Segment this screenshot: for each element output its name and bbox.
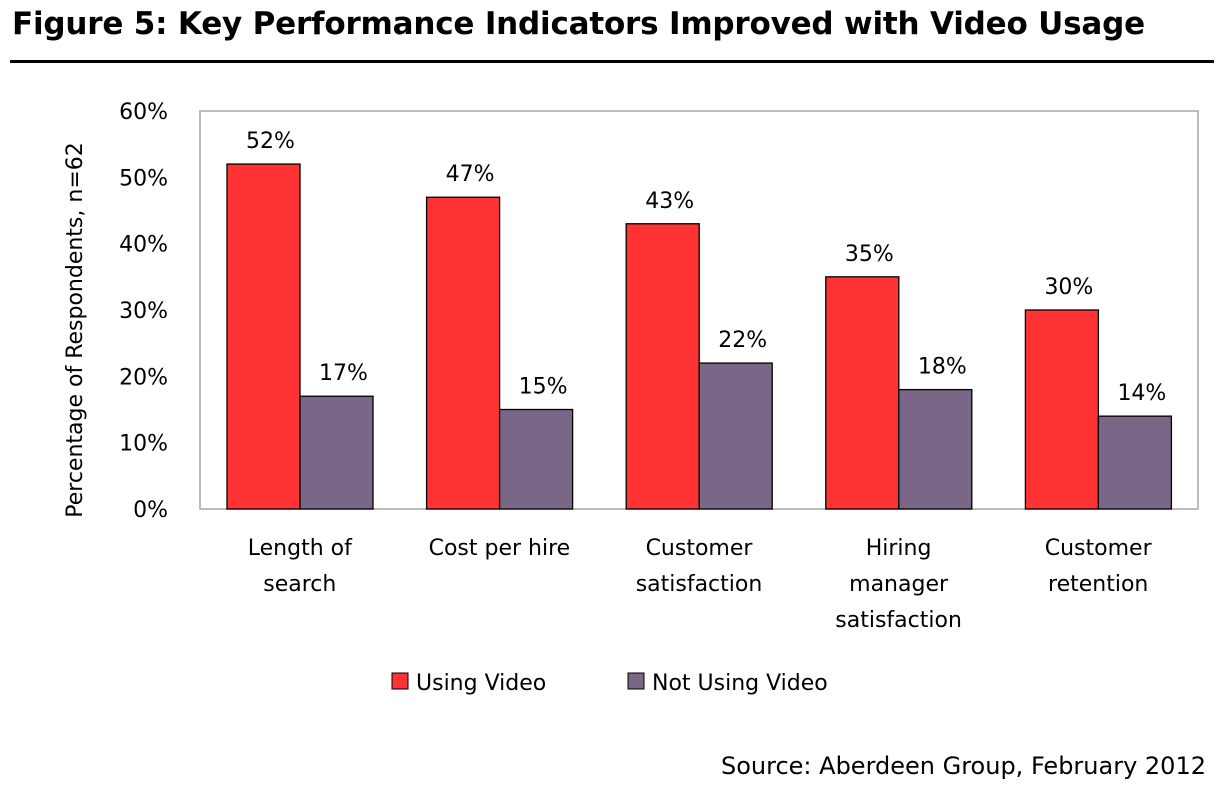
bar-not-using-video [698,362,773,510]
category-label: Hiring [866,536,932,561]
y-tick-label: 60% [119,100,168,125]
bar-not-using-video [299,395,374,510]
bar-marks [226,163,1173,510]
category-label: satisfaction [835,608,962,633]
legend: Using Video Not Using Video [391,671,828,696]
y-tick-label: 40% [119,233,168,258]
legend-label: Using Video [416,671,546,696]
y-tick-label: 30% [119,299,168,324]
bar-value-label: 35% [845,242,894,267]
y-axis-ticks: 0% 10% 20% 30% 40% 50% 60% [119,100,168,523]
bar-not-using-video [498,408,574,510]
bar-value-label: 52% [246,129,295,154]
bar-value-label: 47% [446,162,495,187]
y-axis-label: Percentage of Respondents, n=62 [63,142,88,518]
bar-data-labels: 52% 17% 47% 15% 43% 22% 35% 18% 30% 14% [246,129,1166,406]
legend-swatch [627,672,645,690]
bar-value-label: 17% [319,361,368,386]
category-label: Cost per hire [429,536,571,561]
bar-not-using-video [1097,415,1173,510]
figure-title: Figure 5: Key Performance Indicators Imp… [12,6,1145,42]
category-label: retention [1048,572,1148,597]
bar-using-video [825,276,900,510]
bar-value-label: 30% [1044,275,1093,300]
bar-value-label: 14% [1117,381,1166,406]
y-tick-label: 10% [119,432,168,457]
bar-value-label: 22% [718,328,767,353]
category-labels: Length of search Cost per hire Customer sati… [248,536,1153,633]
legend-label: Not Using Video [652,671,828,696]
bar-value-label: 15% [519,375,568,400]
category-label: Length of [248,536,353,561]
category-label: Customer [646,536,754,561]
legend-swatch [391,672,409,690]
bar-value-label: 43% [645,189,694,214]
source-note: Source: Aberdeen Group, February 2012 [721,752,1206,780]
bar-using-video [1024,309,1100,510]
bar-using-video [425,196,501,510]
bar-using-video [226,163,301,510]
y-tick-label: 20% [119,365,168,390]
y-tick-label: 0% [133,498,168,523]
bar-using-video [625,223,700,510]
y-tick-label: 50% [119,166,168,191]
bar-not-using-video [898,388,973,510]
category-label: search [263,572,336,597]
bar-value-label: 18% [918,355,967,380]
title-rule [10,60,1214,63]
category-label: manager [849,572,949,597]
category-label: satisfaction [636,572,763,597]
category-label: Customer [1045,536,1153,561]
